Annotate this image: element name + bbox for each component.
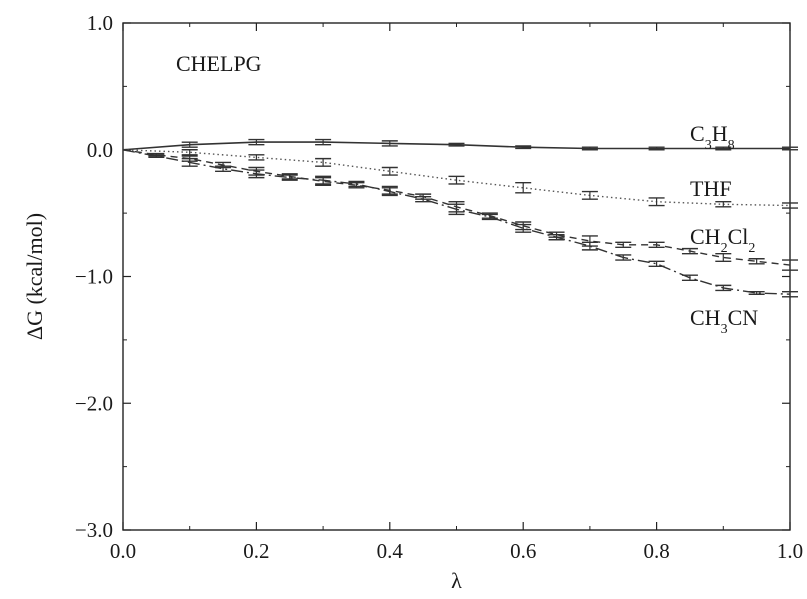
series-c3h8 [122,138,798,151]
series-label-ch2cl2: CH2Cl2 [690,224,755,256]
error-bar [215,165,232,172]
error-bar [481,213,498,221]
error-bar [615,254,632,261]
panel-label: CHELPG [176,51,262,76]
series-layer [122,138,798,298]
error-bar [448,203,465,216]
error-bar [782,291,798,298]
error-bar [648,241,665,249]
x-tick-label: 0.6 [510,539,536,563]
error-bar [381,140,398,147]
error-bar [648,260,665,268]
error-bar [715,201,732,208]
series-thf [122,149,798,209]
error-bar [748,258,765,265]
series-label-c3h8: C3H8 [690,121,735,153]
error-bar [281,174,298,181]
y-tick-label: −1.0 [75,265,113,289]
x-tick-label: 0.8 [643,539,669,563]
error-bar [448,142,465,147]
error-bar [515,145,532,150]
error-bar [415,195,432,203]
error-bar [148,154,165,159]
x-tick-label: 0.2 [243,539,269,563]
error-bar [548,233,565,241]
series-labels: C3H8 THF CH2Cl2 CH3CN [690,121,758,337]
series-label-ch3cn: CH3CN [690,305,758,337]
error-bar [748,291,765,295]
error-bar [181,149,198,156]
error-bar [648,146,665,151]
y-axis-title: ΔG (kcal/mol) [22,213,47,340]
error-bar [381,187,398,197]
error-bar [715,284,732,292]
y-tick-label: −3.0 [75,518,113,542]
error-bar [581,190,598,200]
error-bar [181,157,198,167]
error-bar [248,138,265,146]
error-bar [381,166,398,176]
error-bar [515,182,532,194]
error-bar [581,241,598,251]
error-bar [348,180,365,188]
series-label-thf: THF [690,176,732,201]
series-ch2cl2 [122,149,798,271]
error-bar [715,252,732,262]
error-bar [315,175,332,185]
error-bar [581,146,598,151]
x-tick-label: 0.0 [110,539,136,563]
error-bar [681,247,698,255]
x-tick-label: 1.0 [777,539,803,563]
x-axis-title: λ [451,568,462,593]
error-bar [515,223,532,233]
error-bar [248,169,265,179]
error-bar [681,274,698,282]
series-line-thf [122,149,791,207]
y-tick-label: −2.0 [75,391,113,415]
error-bar [782,146,798,151]
error-bar [181,141,198,148]
error-bar [782,202,798,209]
error-bar [315,138,332,146]
error-bar [248,154,265,161]
x-axis-ticks: 0.0 0.2 0.4 0.6 0.8 1.0 [110,23,803,563]
y-axis-ticks: 1.0 0.0 −1.0 −2.0 −3.0 [75,11,790,542]
y-tick-label: 1.0 [87,11,113,35]
error-bar [648,197,665,207]
error-bar [615,241,632,249]
error-bar [782,259,798,271]
x-tick-label: 0.4 [377,539,404,563]
error-bar [448,175,465,185]
error-bar [315,157,332,167]
error-bar [715,146,732,151]
y-tick-label: 0.0 [87,138,113,162]
series-ch3cn [122,149,798,298]
